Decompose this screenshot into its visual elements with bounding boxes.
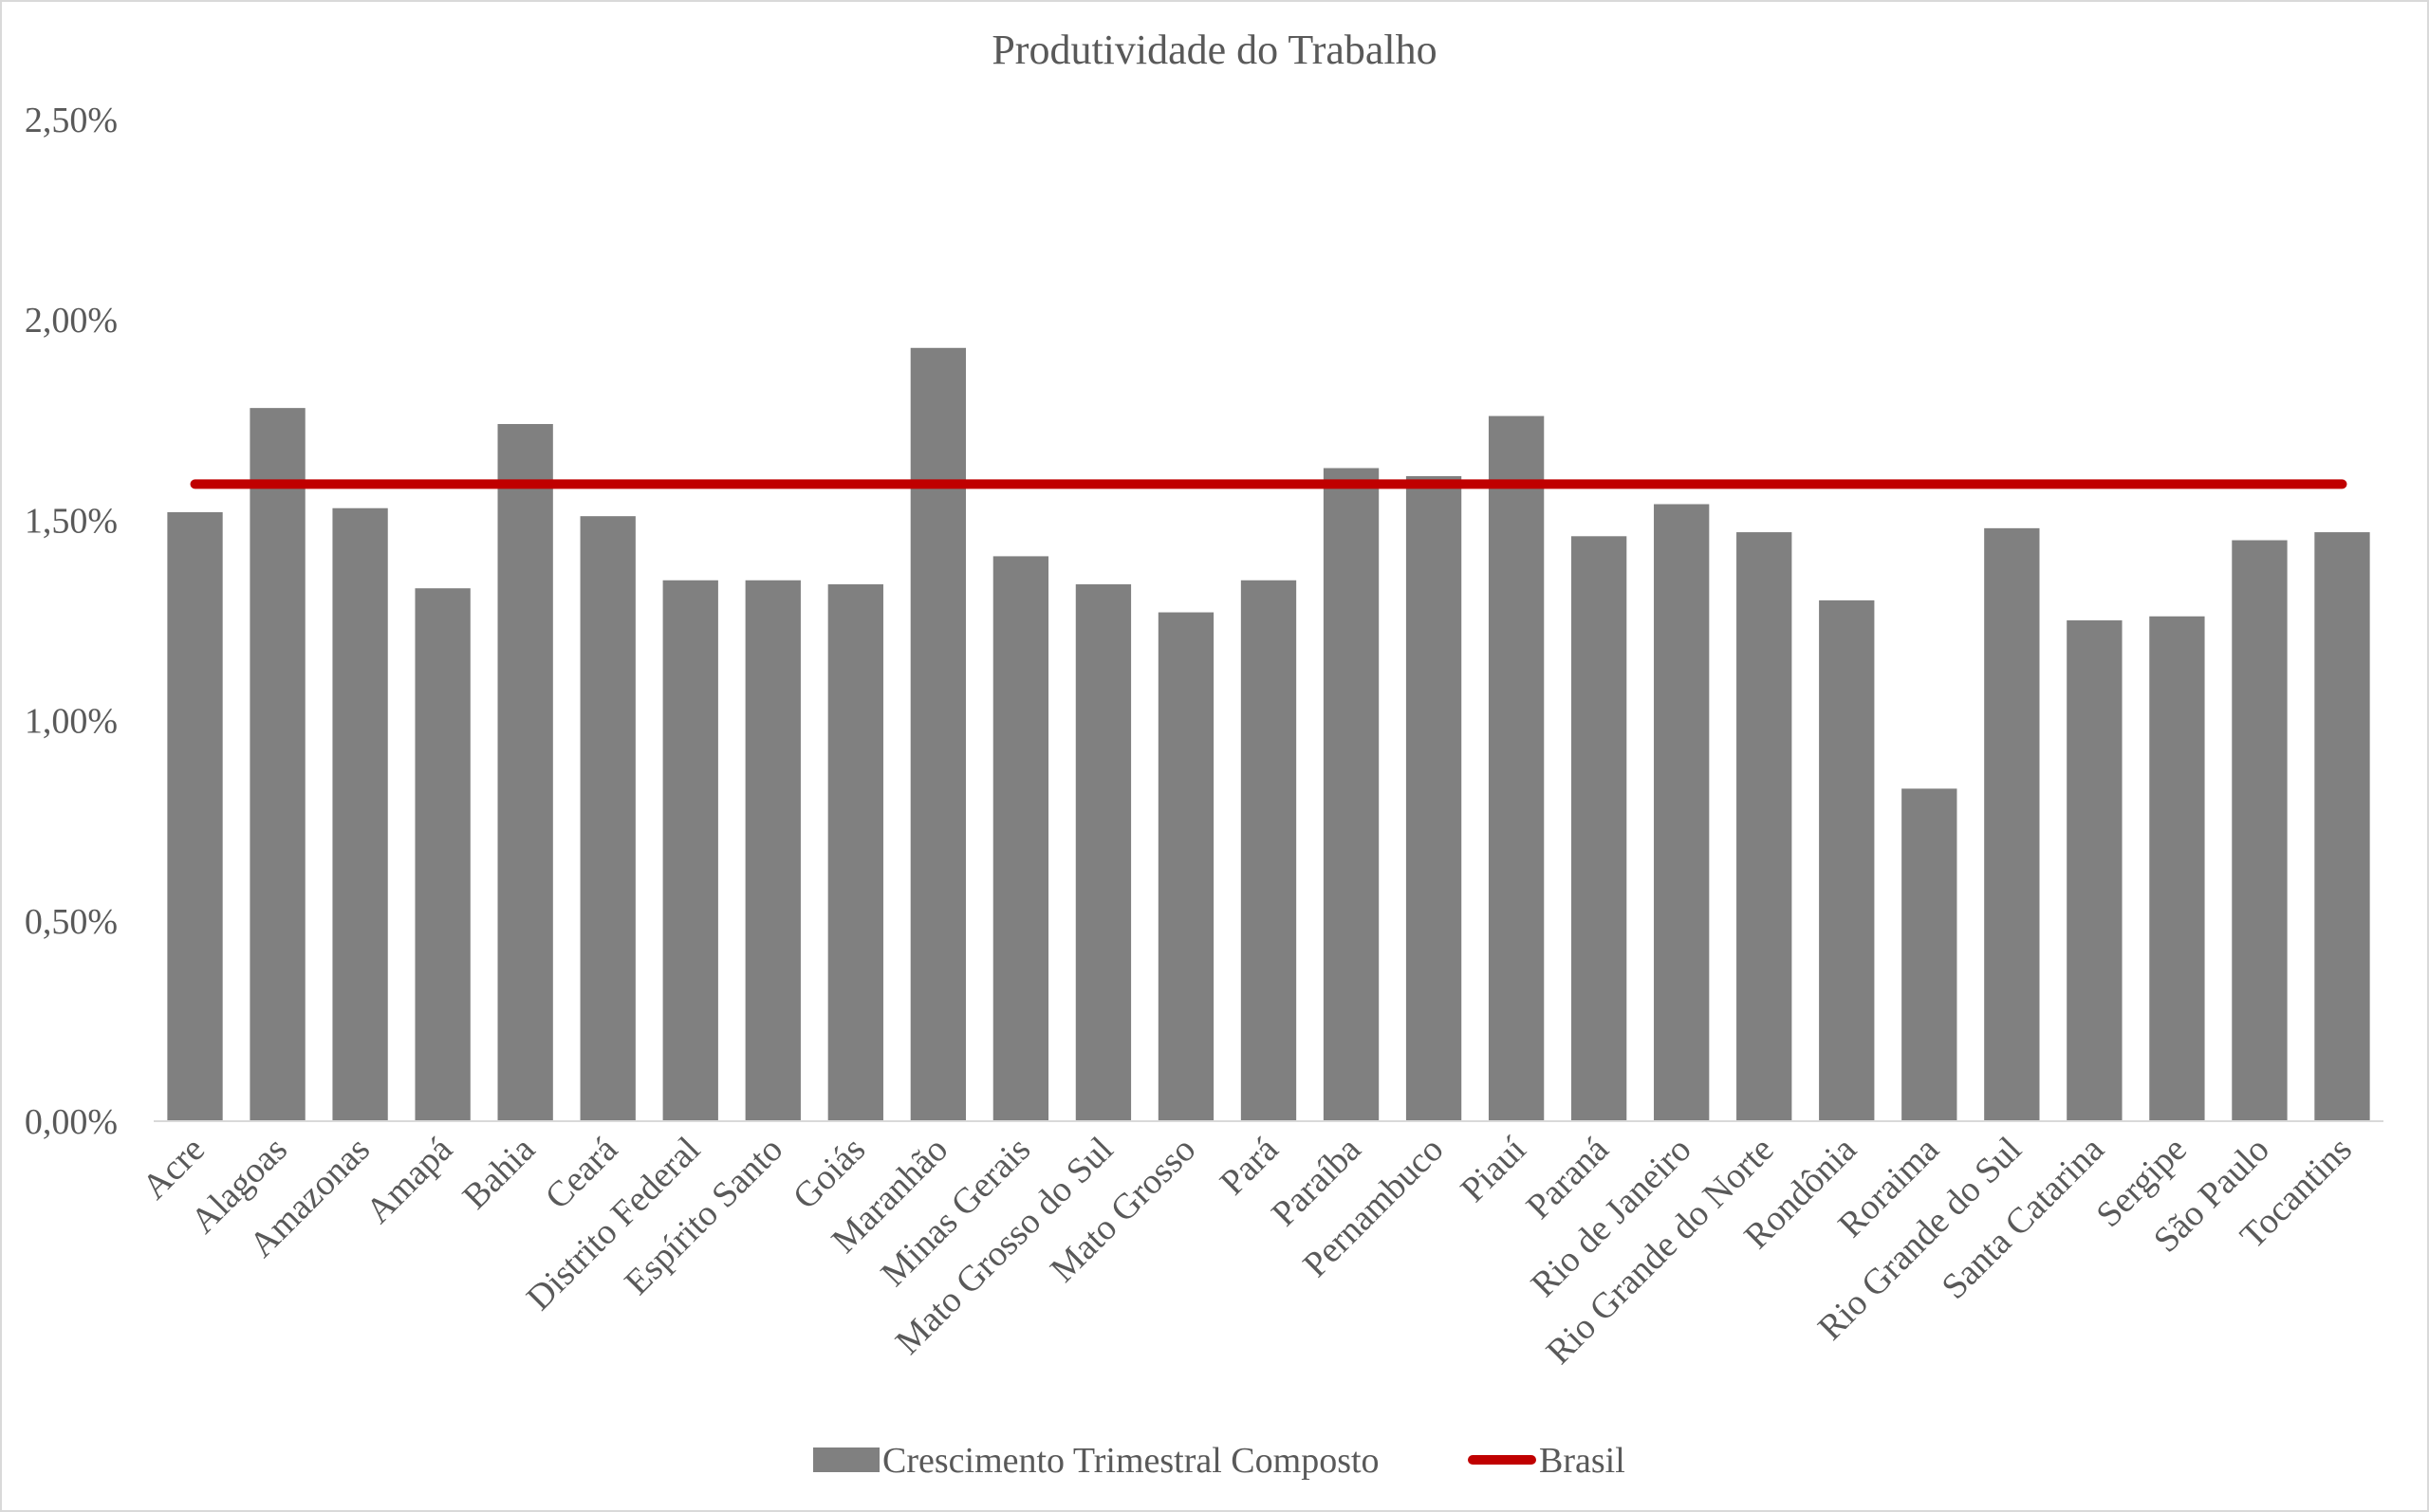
x-axis-labels: AcreAlagoasAmazonasAmapáBahiaCearáDistri… — [135, 1129, 2360, 1372]
bar — [1488, 415, 1545, 1121]
bar — [332, 507, 388, 1121]
bar — [1984, 527, 2040, 1121]
bar — [910, 347, 967, 1121]
bar — [167, 511, 223, 1121]
bar — [1323, 468, 1380, 1121]
bar-series — [167, 347, 2370, 1121]
bar — [745, 580, 801, 1121]
bar — [1819, 599, 1875, 1121]
x-tick-label: Amapá — [359, 1130, 460, 1231]
bar — [2149, 616, 2205, 1121]
bar — [1901, 788, 1957, 1121]
chart-title: Produtividade do Trabalho — [992, 27, 1437, 73]
bar — [497, 424, 553, 1121]
legend-label-bars: Crescimento Trimestral Composto — [882, 1441, 1380, 1481]
y-tick-label: 1,00% — [25, 702, 118, 742]
bar — [1075, 583, 1132, 1121]
bar — [992, 556, 1049, 1121]
bar — [2314, 532, 2370, 1121]
y-tick-label: 0,50% — [25, 902, 118, 942]
bar — [1570, 536, 1627, 1121]
bar — [250, 408, 306, 1121]
x-tick-label: Bahia — [455, 1130, 543, 1217]
legend: Crescimento Trimestral Composto Brasil — [813, 1441, 1625, 1481]
y-tick-label: 2,00% — [25, 301, 118, 341]
y-tick-label: 0,00% — [25, 1102, 118, 1142]
legend-swatch-bars — [813, 1447, 880, 1472]
bar — [1736, 532, 1792, 1121]
bar — [1405, 475, 1462, 1121]
bar — [662, 580, 718, 1121]
bar — [580, 516, 636, 1121]
bar — [827, 583, 883, 1121]
y-tick-label: 2,50% — [25, 101, 118, 140]
bar — [1240, 580, 1297, 1121]
x-tick-label: Pará — [1213, 1130, 1287, 1204]
bar — [1158, 612, 1214, 1121]
bar — [1654, 504, 1710, 1121]
bar — [415, 588, 471, 1121]
y-axis: 0,00% 0,50% 1,00% 1,50% 2,00% 2,50% — [25, 101, 118, 1142]
legend-label-line: Brasil — [1539, 1441, 1625, 1481]
bar — [2232, 540, 2288, 1121]
y-tick-label: 1,50% — [25, 501, 118, 541]
bar — [2067, 620, 2123, 1121]
